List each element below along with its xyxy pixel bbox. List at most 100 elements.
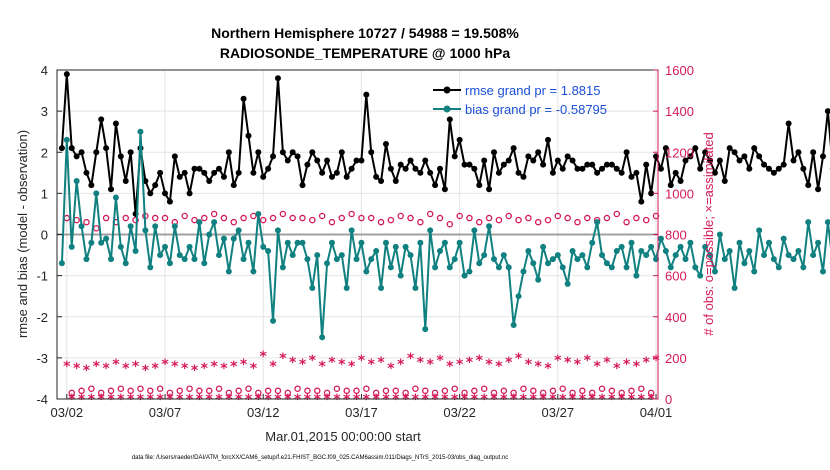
left-tick-label: 1: [41, 186, 48, 201]
bias-point: [206, 231, 213, 238]
obs-assimilated-point: *: [618, 392, 626, 408]
obs-possible-point: [431, 389, 439, 397]
obs-possible-point: [476, 218, 483, 226]
bias-point: [594, 219, 601, 226]
obs-assimilated-point: *: [137, 392, 145, 408]
rmse-point: [697, 165, 704, 172]
obs-assimilated-point: *: [363, 392, 371, 408]
bias-point: [746, 247, 753, 254]
bias-point: [166, 260, 173, 267]
bias-point: [476, 260, 483, 267]
bias-point: [284, 239, 291, 246]
obs-possible-point: [122, 214, 129, 222]
rmse-point: [746, 165, 753, 172]
bias-point: [191, 256, 198, 263]
obs-possible-point: [603, 214, 611, 222]
bias-point: [456, 239, 463, 246]
rmse-point: [328, 173, 335, 180]
rmse-point: [800, 165, 807, 172]
bias-point: [711, 268, 718, 275]
rmse-point: [181, 169, 188, 176]
bias-point: [775, 264, 782, 271]
rmse-point: [815, 186, 822, 193]
obs-assimilated-point: *: [181, 361, 189, 377]
rmse-point: [358, 157, 365, 164]
obs-assimilated-point: *: [427, 357, 435, 373]
bias-point: [353, 256, 360, 263]
rmse-point: [333, 169, 340, 176]
bias-point: [486, 223, 493, 230]
bias-point: [677, 243, 684, 250]
bias-point: [515, 293, 522, 300]
rmse-point: [628, 173, 635, 180]
obs-assimilated-point: *: [206, 392, 214, 408]
obs-assimilated-point: *: [117, 392, 125, 408]
obs-possible-point: [196, 387, 203, 395]
rmse-point: [117, 153, 124, 160]
bias-point: [441, 239, 448, 246]
rmse-point: [520, 173, 527, 180]
left-axis-label: rmse and bias (model - observation): [15, 130, 30, 338]
bias-point: [741, 260, 748, 267]
obs-possible-point: [83, 218, 90, 226]
x-tick-label: 03/22: [443, 405, 476, 420]
obs-possible-point: [269, 214, 277, 222]
rmse-point: [436, 165, 443, 172]
rmse-point: [702, 149, 709, 156]
bias-point: [505, 264, 512, 271]
rmse-point: [554, 157, 561, 164]
rmse-point: [245, 132, 252, 139]
rmse-point: [387, 165, 394, 172]
bias-point: [216, 252, 223, 259]
obs-possible-point: [338, 214, 346, 222]
rmse-point: [594, 169, 601, 176]
rmse-point: [265, 165, 272, 172]
bias-point: [446, 264, 453, 271]
obs-possible-point: [68, 389, 75, 397]
rmse-point: [770, 169, 777, 176]
obs-possible-point: [559, 385, 566, 392]
rmse-point: [299, 182, 306, 189]
obs-assimilated-point: *: [608, 392, 616, 408]
rmse-point: [270, 153, 277, 160]
bias-point: [171, 223, 178, 230]
obs-assimilated-point: *: [93, 359, 101, 375]
rmse-point: [162, 190, 169, 197]
bias-point: [756, 227, 763, 234]
obs-assimilated-point: *: [525, 357, 533, 373]
obs-possible-point: [539, 389, 547, 397]
bias-point: [731, 284, 738, 291]
obs-assimilated-point: *: [304, 392, 312, 408]
bias-point: [147, 264, 154, 271]
rmse-point: [98, 116, 105, 123]
obs-assimilated-point: *: [377, 355, 385, 371]
obs-possible-point: [328, 218, 336, 226]
obs-possible-point: [102, 214, 110, 222]
obs-assimilated-point: *: [250, 361, 258, 377]
obs-assimilated-point: *: [589, 392, 597, 408]
rmse-point: [412, 165, 419, 172]
bias-point: [103, 235, 110, 242]
bias-point: [220, 235, 227, 242]
obs-assimilated-point: *: [539, 392, 547, 408]
rmse-point: [397, 161, 404, 168]
rmse-point: [805, 182, 812, 189]
bias-point: [378, 284, 385, 291]
obs-possible-point: [490, 389, 498, 397]
bias-point: [520, 268, 527, 275]
obs-possible-point: [397, 212, 404, 220]
rmse-point: [294, 153, 301, 160]
obs-assimilated-point: *: [559, 392, 567, 408]
rmse-point: [373, 173, 380, 180]
rmse-point: [535, 149, 542, 156]
rmse-point: [319, 169, 326, 176]
rmse-point: [721, 178, 728, 185]
bias-point: [245, 239, 252, 246]
obs-assimilated-point: *: [466, 355, 474, 371]
bias-point: [78, 223, 85, 230]
footnote: data file: /Users/raeder/DAI/ATM_forcXX/…: [132, 455, 508, 461]
bias-point: [314, 252, 321, 259]
bias-point: [422, 326, 429, 333]
obs-assimilated-point: *: [593, 359, 601, 375]
rmse-point: [564, 153, 571, 160]
